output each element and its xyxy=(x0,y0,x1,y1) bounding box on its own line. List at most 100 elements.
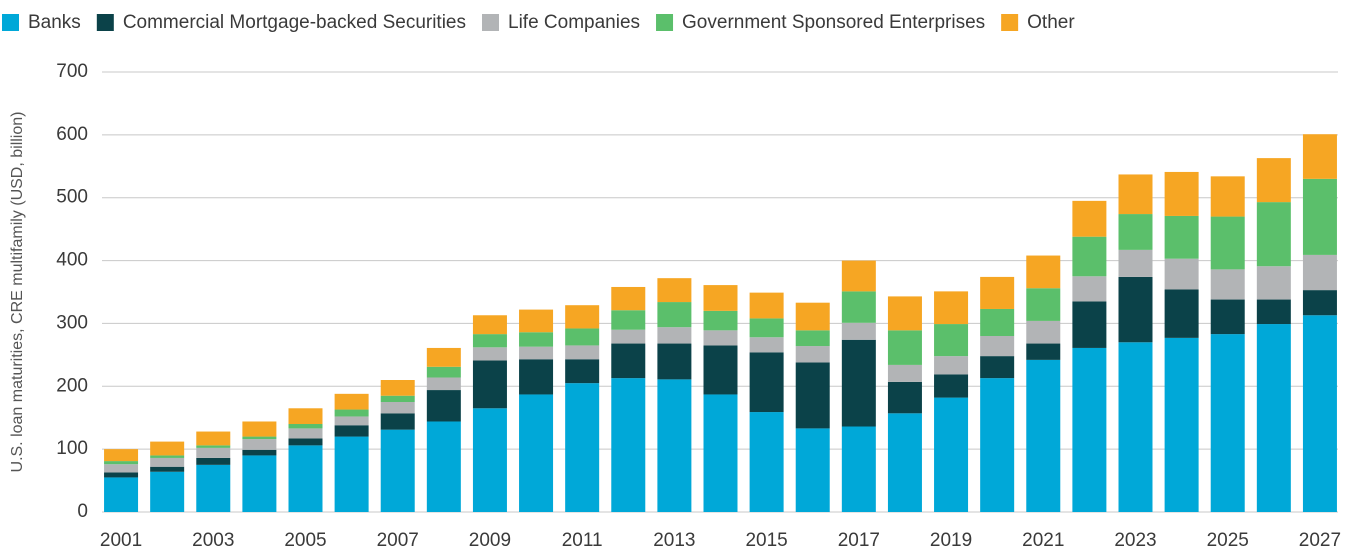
bar-segment xyxy=(1026,288,1061,321)
bar-segment xyxy=(795,428,830,512)
bar-segment xyxy=(934,356,969,375)
x-tick-label: 2013 xyxy=(653,530,695,551)
bar-segment xyxy=(887,413,922,512)
bar-segment xyxy=(1256,266,1291,300)
legend-swatch xyxy=(2,14,19,31)
bar-segment xyxy=(334,409,369,417)
bar-segment xyxy=(1210,299,1245,335)
bar-segment xyxy=(980,308,1015,336)
bar-segment xyxy=(426,366,461,378)
bar-segment xyxy=(242,439,277,450)
bar-segment xyxy=(934,324,969,357)
bar-segment xyxy=(104,472,139,478)
bar-segment xyxy=(749,318,784,338)
y-tick-label: 600 xyxy=(56,124,88,145)
x-tick-label: 2001 xyxy=(100,530,142,551)
bar-segment xyxy=(150,471,185,512)
bar-segment xyxy=(841,260,876,292)
bar-segment xyxy=(565,345,600,360)
bar-segment xyxy=(887,296,922,331)
legend-swatch xyxy=(1001,14,1019,31)
bar-segment xyxy=(426,421,461,512)
bar-segment xyxy=(1026,255,1061,289)
bar-segment xyxy=(288,438,323,446)
bar-segment xyxy=(841,322,876,340)
legend-label: Other xyxy=(1027,12,1075,33)
bar-segment xyxy=(1164,171,1199,216)
bar-segment xyxy=(380,413,415,430)
x-tick-label: 2021 xyxy=(1022,530,1064,551)
bar-segment xyxy=(1302,134,1337,179)
bar-segment xyxy=(934,374,969,398)
bar-segment xyxy=(380,395,415,402)
bar-segment xyxy=(795,362,830,429)
bar-segment xyxy=(1210,176,1245,217)
bar-segment xyxy=(1256,324,1291,512)
bar-segment xyxy=(472,347,507,361)
bar-segment xyxy=(288,428,323,439)
bar-segment xyxy=(1210,334,1245,512)
bar-segment xyxy=(703,394,738,512)
bar-segment xyxy=(242,449,277,456)
bar-segment xyxy=(887,330,922,365)
x-tick-label: 2009 xyxy=(469,530,511,551)
bar-segment xyxy=(1164,337,1199,512)
y-tick-label: 500 xyxy=(56,187,88,208)
bar-segment xyxy=(795,346,830,363)
bar-segment xyxy=(1118,249,1153,277)
bar-segment xyxy=(611,286,646,311)
x-tick-label: 2007 xyxy=(377,530,419,551)
bar-segment xyxy=(1302,315,1337,512)
bar-segment xyxy=(1302,290,1337,316)
x-tick-label: 2005 xyxy=(284,530,326,551)
bar-segment xyxy=(1256,202,1291,267)
bar-segment xyxy=(426,390,461,422)
bar-segment xyxy=(472,360,507,409)
bar-segment xyxy=(1072,347,1107,512)
bar-segment xyxy=(150,455,185,458)
bar-segment xyxy=(104,461,139,465)
bar-segment xyxy=(749,352,784,413)
bar-segment xyxy=(657,343,692,380)
legend-label: Banks xyxy=(28,12,81,33)
x-tick-label: 2025 xyxy=(1207,530,1249,551)
bar-segment xyxy=(334,416,369,426)
x-tick-label: 2003 xyxy=(192,530,234,551)
bar-segment xyxy=(749,412,784,512)
legend-swatch xyxy=(656,14,674,31)
bar-segment xyxy=(519,394,554,512)
bar-segment xyxy=(565,328,600,346)
x-tick-label: 2011 xyxy=(562,530,603,551)
bar-segment xyxy=(1072,276,1107,302)
y-axis-title: U.S. loan maturities, CRE multifamily (U… xyxy=(9,112,26,473)
bar-segment xyxy=(980,336,1015,357)
bar-segment xyxy=(380,402,415,414)
bar-segment xyxy=(611,329,646,344)
bar-segment xyxy=(242,436,277,440)
bar-segment xyxy=(841,426,876,512)
y-tick-label: 200 xyxy=(56,375,88,396)
bar-segment xyxy=(980,356,1015,379)
bar-segment xyxy=(519,332,554,347)
bar-segment xyxy=(565,383,600,512)
bar-segment xyxy=(1072,200,1107,237)
bar-segment xyxy=(472,408,507,512)
bar-segment xyxy=(1210,216,1245,270)
bar-segment xyxy=(1118,276,1153,343)
bar-segment xyxy=(1072,301,1107,348)
bar-segment xyxy=(1118,214,1153,250)
bar-segment xyxy=(1164,258,1199,290)
bar-segment xyxy=(703,285,738,311)
bar-segment xyxy=(611,378,646,512)
bar-segment xyxy=(288,445,323,512)
bar-segment xyxy=(150,441,185,456)
bar-segment xyxy=(795,302,830,331)
bar-segment xyxy=(196,431,231,446)
legend-label: Government Sponsored Enterprises xyxy=(682,12,985,33)
bar-segment xyxy=(288,408,323,424)
bar-segment xyxy=(472,315,507,335)
y-tick-label: 0 xyxy=(77,501,88,522)
bar-segment xyxy=(1118,174,1153,215)
bar-segment xyxy=(657,327,692,344)
